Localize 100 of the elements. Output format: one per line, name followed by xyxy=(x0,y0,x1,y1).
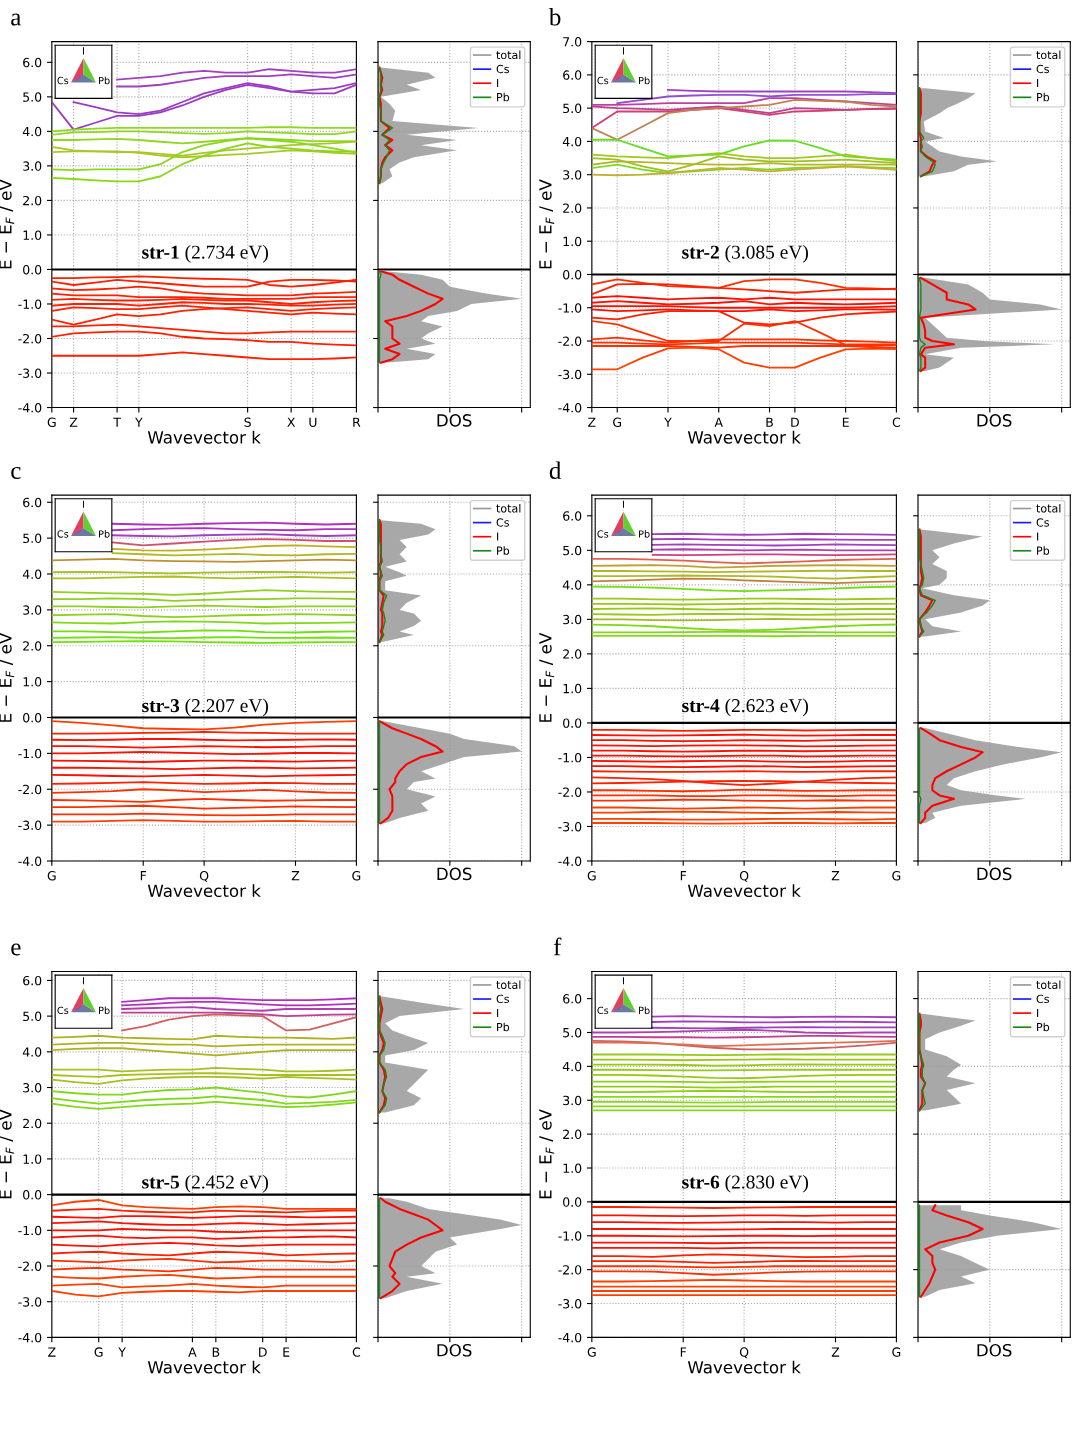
y-tick-label: -3.0 xyxy=(558,369,582,380)
x-tick-label: Z xyxy=(831,871,840,881)
y-tick-label: 6.0 xyxy=(563,994,582,1004)
y-tick-label: 5.0 xyxy=(563,103,582,114)
y-tick-label: 3.0 xyxy=(563,614,582,625)
y-tick-label: 4.0 xyxy=(562,1061,582,1072)
x-tick-label: F xyxy=(680,871,687,881)
x-axis-title: Wavevector k xyxy=(687,430,801,444)
y-tick-label: 0.0 xyxy=(563,269,582,280)
chart-title: c xyxy=(11,466,21,480)
annotation: str-4 (2.623 eV) xyxy=(682,698,808,717)
y-axis-title: E − E$_{F}$ / eV xyxy=(539,1109,555,1199)
y-tick-label: -3.0 xyxy=(18,1297,42,1307)
x-axis-title: Wavevector k xyxy=(147,884,261,898)
x-axis-title: Wavevector k xyxy=(687,1360,801,1374)
y-tick-label: 6.0 xyxy=(563,511,582,521)
x-tick-label: E xyxy=(283,1347,290,1357)
y-tick-label: 3.0 xyxy=(23,605,42,615)
annotation: Cs xyxy=(597,1006,609,1015)
x-tick-label: F xyxy=(680,1347,687,1357)
y-tick-label: 5.0 xyxy=(23,533,42,544)
y-tick-label: -4.0 xyxy=(18,856,42,866)
x-tick-label: Q xyxy=(739,870,749,882)
y-tick-label: 2.0 xyxy=(23,1118,42,1129)
y-tick-label: 4.0 xyxy=(22,569,42,579)
legend-label: Pb xyxy=(497,1022,510,1032)
x-tick-label: X xyxy=(287,417,296,427)
x-tick-label: Z xyxy=(69,417,78,427)
legend-label: total xyxy=(496,503,521,513)
x-tick-label: G xyxy=(94,1347,103,1357)
x-tick-label: Z xyxy=(588,417,596,427)
annotation: Cs xyxy=(597,530,609,538)
chart-title: d xyxy=(549,461,562,480)
annotation: str-6 (2.830 eV) xyxy=(682,1174,808,1193)
x-axis-title: DOS xyxy=(437,414,472,427)
y-tick-label: -1.0 xyxy=(18,299,42,309)
y-axis-title: E − E$_{F}$ / eV xyxy=(0,1109,15,1199)
chart-title: f xyxy=(553,937,562,956)
annotation: str-1 (2.734 eV) xyxy=(142,245,268,263)
y-tick-label: -2.0 xyxy=(18,784,42,795)
y-tick-label: -2.0 xyxy=(558,1265,582,1275)
x-tick-label: G xyxy=(892,1347,901,1357)
x-tick-label: Y xyxy=(118,1347,126,1357)
y-tick-label: -4.0 xyxy=(558,1332,582,1343)
legend-label: Pb xyxy=(497,92,510,102)
legend-label: Cs xyxy=(1036,64,1049,74)
x-tick-label: Y xyxy=(135,417,143,427)
y-axis-title: E − E$_{F}$ / eV xyxy=(539,632,555,722)
annotation: I xyxy=(623,977,624,985)
legend-label: total xyxy=(1036,503,1061,513)
y-axis-title: E − E$_{F}$ / eV xyxy=(539,179,555,269)
annotation: Cs xyxy=(597,76,609,85)
y-tick-label: -2.0 xyxy=(18,333,42,344)
annotation: str-2 (3.085 eV) xyxy=(682,245,808,263)
x-tick-label: Q xyxy=(739,1347,749,1359)
legend-label: Cs xyxy=(496,64,509,74)
annotation: str-5 (2.452 eV) xyxy=(142,1174,268,1193)
y-tick-label: 2.0 xyxy=(563,1129,582,1140)
legend-label: I xyxy=(497,1008,499,1017)
y-axis-title: E − E$_{F}$ / eV xyxy=(0,179,15,269)
annotation: I xyxy=(623,500,624,508)
y-tick-label: 0.0 xyxy=(23,1190,42,1200)
x-tick-label: G xyxy=(613,417,622,427)
annotation: I xyxy=(623,47,624,55)
y-tick-label: -3.0 xyxy=(558,1299,582,1309)
annotation: Cs xyxy=(57,530,69,538)
y-tick-label: 5.0 xyxy=(563,1027,582,1038)
y-tick-label: -4.0 xyxy=(558,403,582,413)
x-axis-title: DOS xyxy=(977,1343,1012,1357)
y-tick-label: -1.0 xyxy=(18,1225,42,1236)
legend-label: I xyxy=(1037,532,1039,541)
x-axis-title: DOS xyxy=(977,867,1012,881)
x-tick-label: G xyxy=(587,870,596,881)
x-tick-label: Q xyxy=(199,870,209,882)
x-tick-label: Z xyxy=(831,1347,840,1357)
x-tick-label: D xyxy=(259,1347,267,1357)
legend-label: Pb xyxy=(1037,1022,1050,1032)
y-tick-label: -3.0 xyxy=(18,368,42,378)
y-tick-label: 1.0 xyxy=(563,236,582,247)
y-tick-label: 6.0 xyxy=(23,497,42,508)
y-tick-label: 1.0 xyxy=(23,677,42,687)
x-axis-title: DOS xyxy=(437,1343,472,1357)
legend-label: Cs xyxy=(496,518,509,527)
legend-label: Cs xyxy=(1036,994,1049,1004)
chart-title: e xyxy=(11,943,21,956)
x-tick-label: T xyxy=(113,417,121,427)
y-tick-label: 5.0 xyxy=(23,1011,42,1022)
x-tick-label: C xyxy=(892,417,901,427)
legend-label: Cs xyxy=(496,994,509,1004)
annotation: Pb xyxy=(99,530,110,538)
x-tick-label: C xyxy=(352,1347,361,1357)
x-tick-label: G xyxy=(892,870,901,881)
y-tick-label: 6.0 xyxy=(23,975,42,986)
y-tick-label: 2.0 xyxy=(23,195,42,206)
legend-label: I xyxy=(497,79,499,88)
x-tick-label: E xyxy=(842,417,849,427)
legend-label: Pb xyxy=(1037,92,1050,102)
y-tick-label: -4.0 xyxy=(558,856,582,866)
x-tick-label: G xyxy=(47,417,56,427)
legend-label: total xyxy=(1036,980,1061,989)
